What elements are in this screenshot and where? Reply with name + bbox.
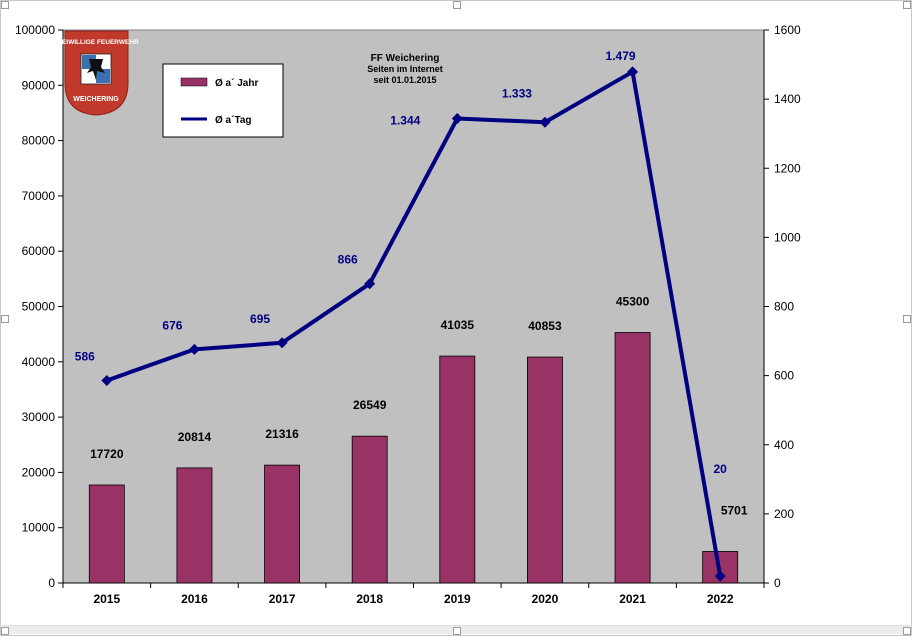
resize-handle-top-left[interactable] <box>1 1 9 9</box>
logo-text-bottom: WEICHERING <box>73 96 119 103</box>
resize-handle-right[interactable] <box>903 315 911 323</box>
line-point <box>188 343 200 355</box>
x-axis-tick-label: 2017 <box>269 592 296 606</box>
resize-handle-bottom-right[interactable] <box>903 627 911 635</box>
bar <box>176 467 213 584</box>
chart-title: FF Weichering <box>371 53 440 64</box>
bar-data-label: 40853 <box>528 319 562 333</box>
bar <box>527 356 563 584</box>
line-point <box>714 570 726 582</box>
left-axis-tick-label: 90000 <box>22 78 56 92</box>
logo-text-top: FREIWILLIGE FEUERWEHR <box>53 39 139 46</box>
x-axis-tick-label: 2019 <box>444 592 471 606</box>
data-labels: 17720 20814 21316 26549 41035 40853 45300 5701 5… <box>75 49 748 518</box>
resize-handle-bottom[interactable] <box>453 627 461 635</box>
line-point <box>627 66 639 78</box>
x-axis-tick-label: 2022 <box>707 592 734 606</box>
left-axis-tick-label: 70000 <box>22 189 56 203</box>
right-axis-tick-label: 1400 <box>774 92 801 106</box>
legend: Ø a´ Jahr Ø a´Tag <box>162 63 284 138</box>
left-axis-tick-label: 50000 <box>22 300 56 314</box>
bar <box>439 355 476 584</box>
bar <box>264 464 300 584</box>
line-point <box>539 116 551 128</box>
line-data-label: 586 <box>75 349 95 363</box>
right-axis-tick-label: 1000 <box>774 230 801 244</box>
line-data-label: 1.344 <box>390 113 420 127</box>
right-axis-tick-label: 200 <box>774 507 794 521</box>
chart-subtitle-line-2: seit 01.01.2015 <box>373 75 436 85</box>
left-axis-tick-label: 0 <box>48 576 55 590</box>
bar-data-label: 41035 <box>441 318 475 332</box>
left-y-axis: 0 10000 20000 30000 40000 50000 60000 70000 8000… <box>15 23 64 590</box>
resize-handle-top-right[interactable] <box>903 1 911 9</box>
line-point <box>364 278 376 290</box>
left-axis-tick-label: 40000 <box>22 355 56 369</box>
bar-data-label: 21316 <box>265 427 299 441</box>
bar <box>614 332 651 584</box>
legend-box <box>162 63 284 138</box>
x-axis-tick-label: 2016 <box>181 592 208 606</box>
right-axis-tick-label: 600 <box>774 369 794 383</box>
legend-label-line: Ø a´Tag <box>215 115 251 126</box>
line-data-label: 20 <box>714 462 728 476</box>
line-data-label: 695 <box>250 312 270 326</box>
right-y-axis: 0 200 400 600 800 1000 1200 1400 1600 <box>763 23 801 590</box>
resize-handle-top[interactable] <box>453 1 461 9</box>
bar <box>351 435 388 584</box>
line-path <box>106 69 723 577</box>
bar-data-label: 20814 <box>178 430 212 444</box>
bar-data-label: 17720 <box>90 447 124 461</box>
bar-series <box>88 332 739 584</box>
chart-subtitle-line-1: Seiten im Internet <box>367 64 443 74</box>
resize-handle-bottom-left[interactable] <box>1 627 9 635</box>
x-axis-tick-label: 2021 <box>619 592 646 606</box>
bar-data-label: 26549 <box>353 398 387 412</box>
line-data-label: 1.333 <box>502 86 532 100</box>
x-axis-tick-label: 2015 <box>93 592 120 606</box>
left-axis-tick-label: 60000 <box>22 244 56 258</box>
left-axis-tick-label: 20000 <box>22 465 56 479</box>
left-axis-tick-label: 10000 <box>22 521 56 535</box>
left-axis-tick-label: 100000 <box>15 23 55 37</box>
bar <box>88 484 125 584</box>
x-axis-tick-label: 2018 <box>356 592 383 606</box>
x-axis-tick-label: 2020 <box>532 592 559 606</box>
bar-data-label: 45300 <box>616 294 650 308</box>
line-point <box>276 337 288 349</box>
legend-label-bar: Ø a´ Jahr <box>215 78 258 89</box>
line-data-label: 1.479 <box>606 49 636 63</box>
left-axis-tick-label: 80000 <box>22 134 56 148</box>
line-point <box>451 112 463 124</box>
right-axis-tick-label: 800 <box>774 300 794 314</box>
left-axis-tick-label: 30000 <box>22 410 56 424</box>
line-data-label: 676 <box>162 318 182 332</box>
right-axis-tick-label: 1200 <box>774 161 801 175</box>
resize-handle-left[interactable] <box>1 315 9 323</box>
fire-brigade-logo-icon: FREIWILLIGE FEUERWEHR WEICHERING <box>53 30 139 116</box>
right-axis-tick-label: 1600 <box>774 23 801 37</box>
legend-swatch-bar <box>180 77 208 87</box>
line-series <box>101 66 726 582</box>
right-axis-tick-label: 400 <box>774 438 794 452</box>
bar-data-label: 5701 <box>721 503 748 517</box>
right-axis-tick-label: 0 <box>774 576 781 590</box>
line-data-label: 866 <box>338 253 358 267</box>
line-point <box>101 374 113 386</box>
x-axis: 2015 2016 2017 2018 2019 2020 2021 2022 <box>62 582 765 606</box>
